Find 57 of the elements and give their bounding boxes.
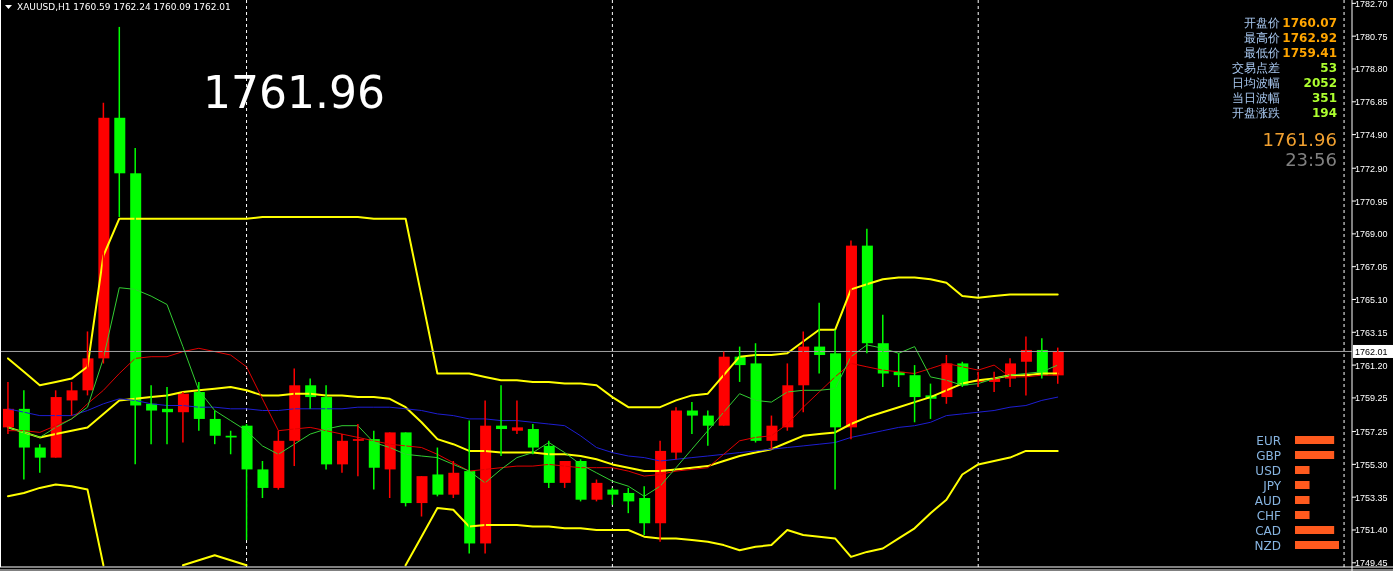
- y-tick-label: CAD: [1255, 524, 1281, 538]
- category-label: 开盘价: [1244, 16, 1280, 30]
- y-tick-label: NZD: [1254, 539, 1281, 553]
- category-label: 交易点差: [1232, 61, 1280, 75]
- y-tick-label: 1753.35: [1355, 492, 1388, 503]
- y-tick-label: AUD: [1254, 494, 1281, 508]
- annotation: 1761.96: [203, 67, 385, 118]
- y-tick-label: 1770.95: [1355, 196, 1388, 207]
- chart-title: XAUUSD,H1 1760.59 1762.24 1760.09 1762.01: [17, 2, 231, 12]
- candlestick: [448, 460, 460, 499]
- category-label: 日均波幅: [1232, 76, 1280, 90]
- y-tick-label: 1749.45: [1355, 558, 1388, 569]
- y-tick-label: CHF: [1256, 509, 1282, 523]
- line-series: [7, 216, 1059, 409]
- category-label: 最低价: [1244, 46, 1280, 60]
- y-tick-label: 1755.30: [1355, 459, 1388, 470]
- candlestick: [66, 381, 78, 417]
- y-tick-label: 1751.40: [1355, 525, 1388, 536]
- y-tick-label: EUR: [1256, 434, 1281, 448]
- y-tick-label: 1765.10: [1355, 294, 1388, 305]
- y-tick-label: 1769.00: [1355, 229, 1388, 240]
- candlestick: [209, 409, 221, 445]
- y-tick-label: 1772.90: [1355, 163, 1388, 174]
- candlestick: [909, 364, 921, 424]
- candlestick: [114, 26, 126, 218]
- category-label: 开盘涨跌: [1232, 106, 1280, 120]
- candlestick: [352, 423, 364, 477]
- candlestick: [416, 475, 428, 518]
- text: 2052: [1303, 76, 1337, 90]
- text: 1762.92: [1282, 31, 1337, 45]
- y-tick-label: 1778.80: [1355, 64, 1388, 75]
- y-tick-label: USD: [1255, 464, 1281, 478]
- text: 53: [1320, 61, 1337, 75]
- candlestick: [257, 460, 269, 499]
- candlestick: [432, 446, 444, 498]
- y-tick-label: 1774.90: [1355, 130, 1388, 141]
- ref-line-label: 1762.01: [1355, 346, 1388, 357]
- y-tick-label: 1757.25: [1355, 427, 1388, 438]
- candlestick: [591, 478, 603, 503]
- category-label: 最高价: [1244, 31, 1280, 45]
- text: 1760.07: [1282, 16, 1337, 30]
- y-tick-label: 1761.20: [1355, 360, 1388, 371]
- annotation: 1761.96: [1262, 129, 1337, 150]
- y-tick-label: 1763.15: [1355, 327, 1388, 338]
- y-tick-label: GBP: [1256, 449, 1281, 463]
- y-tick-label: 1780.75: [1355, 31, 1388, 42]
- text: 194: [1311, 106, 1337, 120]
- text: 1759.41: [1282, 46, 1337, 60]
- y-tick-label: 1782.70: [1355, 0, 1388, 9]
- y-tick-label: 1759.25: [1355, 393, 1388, 404]
- text: 351: [1311, 91, 1337, 105]
- annotation: 23:56: [1285, 149, 1337, 170]
- y-tick-label: 1767.05: [1355, 262, 1388, 273]
- category-label: 当日波幅: [1232, 91, 1280, 105]
- y-tick-label: 1776.85: [1355, 97, 1388, 108]
- candlestick: [511, 399, 523, 435]
- y-tick-label: JPY: [1262, 479, 1282, 493]
